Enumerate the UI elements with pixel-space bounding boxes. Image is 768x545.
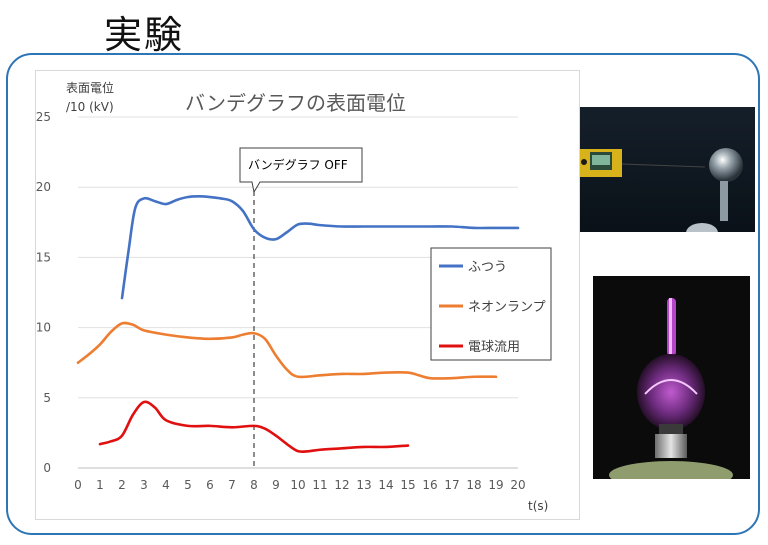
- y-tick-label: 25: [36, 110, 51, 124]
- x-tick-label: 14: [378, 478, 393, 492]
- x-axis-label: t(s): [528, 499, 548, 513]
- x-tick-label: 20: [510, 478, 525, 492]
- y-axis-label-line1: 表面電位: [66, 80, 114, 95]
- chart-title: バンデグラフの表面電位: [185, 91, 406, 115]
- legend-label: 電球流用: [468, 340, 520, 355]
- x-tick-label: 19: [488, 478, 503, 492]
- y-tick-label: 0: [43, 461, 51, 475]
- series-line-1: [120, 195, 520, 300]
- x-tick-label: 5: [184, 478, 192, 492]
- series-lines: [76, 195, 520, 454]
- slide-title: 実験: [104, 13, 185, 57]
- x-tick-label: 18: [466, 478, 481, 492]
- x-tick-label: 1: [96, 478, 104, 492]
- x-tick-label: 3: [140, 478, 148, 492]
- series-line-3: [98, 400, 410, 454]
- x-tick-label: 12: [334, 478, 349, 492]
- y-tick-label: 10: [36, 321, 51, 335]
- x-tick-label: 7: [228, 478, 236, 492]
- y-tick-label: 15: [36, 250, 51, 264]
- x-tick-label: 0: [74, 478, 82, 492]
- x-tick-label: 6: [206, 478, 214, 492]
- legend-label: ふつう: [468, 260, 507, 275]
- x-tick-label: 2: [118, 478, 126, 492]
- legend-label: ネオンランプ: [468, 300, 546, 315]
- x-tick-label: 15: [400, 478, 415, 492]
- y-tick-label: 20: [36, 180, 51, 194]
- van-de-graaff-photo: [580, 107, 755, 232]
- x-tick-label: 16: [422, 478, 437, 492]
- x-tick-label: 17: [444, 478, 459, 492]
- y-tick-label: 5: [43, 391, 51, 405]
- y-axis-label-line2: /10 (kV): [66, 100, 114, 114]
- content-frame: [6, 53, 760, 535]
- chart: 0 5 10 15 20 25 0 1 2 3 4 5 6 7 8 9 10 11 12 13 14 15 16 17 18 19…: [35, 70, 580, 520]
- callout-text: バンデグラフ OFF: [248, 157, 348, 172]
- x-tick-label: 9: [272, 478, 280, 492]
- series-line-2: [76, 321, 498, 380]
- x-tick-label: 8: [250, 478, 258, 492]
- x-tick-label: 10: [290, 478, 305, 492]
- x-tick-label: 13: [356, 478, 371, 492]
- neon-lamp-photo: [593, 276, 750, 479]
- callout-box: [239, 147, 363, 194]
- x-tick-label: 4: [162, 478, 170, 492]
- x-tick-label: 11: [312, 478, 327, 492]
